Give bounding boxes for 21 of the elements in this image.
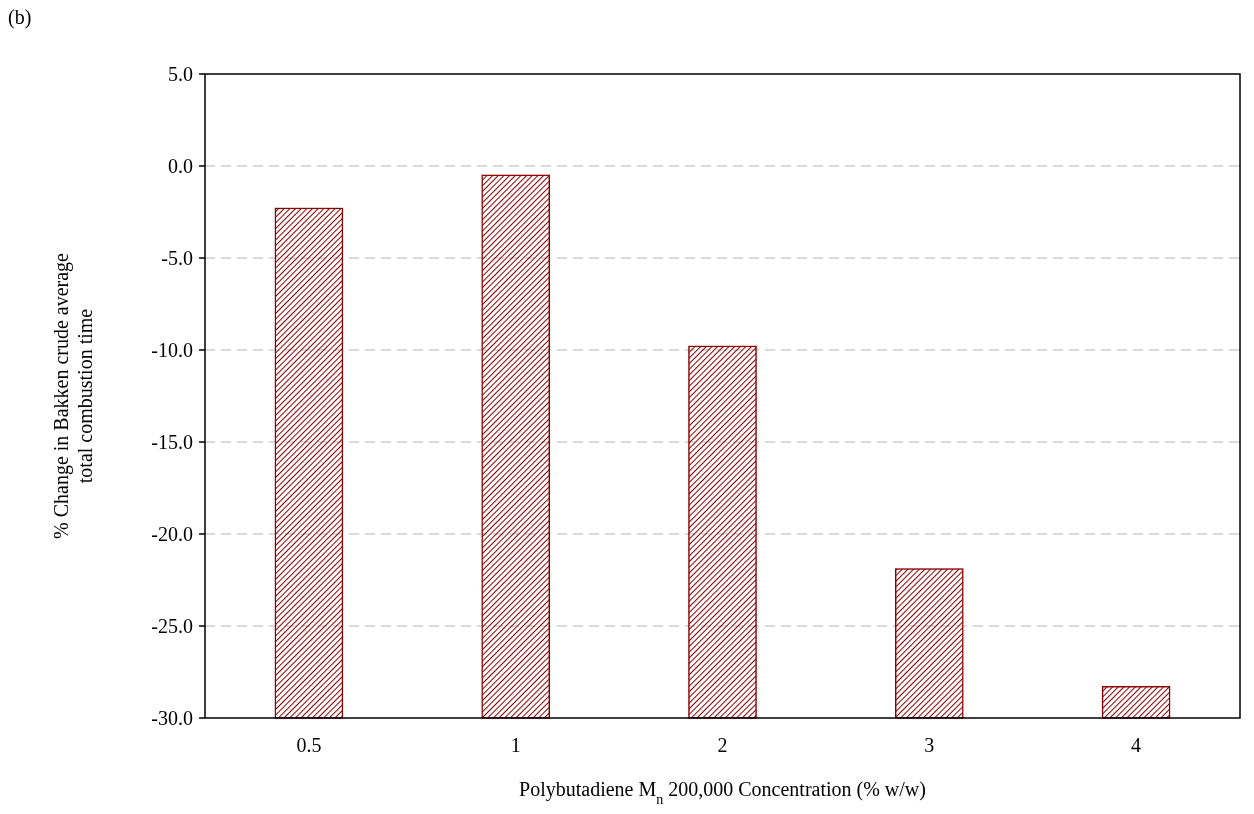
x-tick-label: 2: [717, 734, 728, 756]
bar: [481, 174, 551, 719]
y-tick-label: -25.0: [151, 615, 193, 637]
x-tick-label: 0.5: [296, 734, 322, 756]
y-tick-label: -20.0: [151, 523, 193, 545]
y-tick-label: 5.0: [168, 63, 193, 85]
bar: [274, 207, 344, 719]
bar: [1101, 685, 1171, 719]
x-axis-title: Polybutadiene M$_{n}$ 200,000 Concentration (% w/w): [519, 778, 926, 807]
bar: [688, 345, 757, 719]
text: (b): [8, 6, 32, 29]
y-axis-title: % Change in Bakken crude average total combustion time: [50, 252, 96, 539]
y-tick-label: -30.0: [151, 707, 193, 729]
y-tick-label: 0.0: [168, 155, 193, 177]
y-tick-label: -15.0: [151, 431, 193, 453]
x-tick-label: 1: [510, 734, 521, 756]
y-tick-label: -10.0: [151, 339, 193, 361]
bar: [894, 568, 964, 719]
y-tick-label: -5.0: [161, 247, 193, 269]
x-tick-label: 4: [1131, 734, 1142, 756]
x-tick-label: 3: [924, 734, 935, 756]
